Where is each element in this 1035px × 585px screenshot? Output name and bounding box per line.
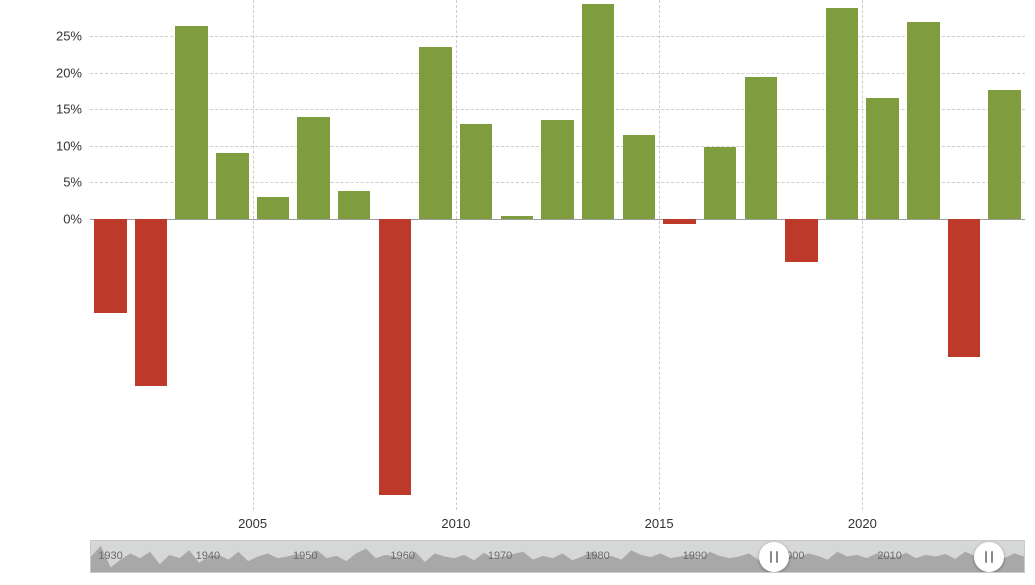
bar[interactable] — [541, 120, 574, 218]
x-tick-label: 2020 — [848, 516, 877, 531]
bar[interactable] — [379, 219, 412, 496]
range-selector[interactable]: 1930194019501960197019801990200020102020 — [90, 540, 1025, 573]
x-tick-label: 2005 — [238, 516, 267, 531]
bar[interactable] — [907, 22, 940, 219]
gridline-v — [253, 0, 254, 510]
bar[interactable] — [501, 216, 534, 218]
gridline-v — [659, 0, 660, 510]
bar[interactable] — [623, 135, 656, 219]
bar[interactable] — [94, 219, 127, 314]
x-tick-label: 2015 — [645, 516, 674, 531]
range-year-label: 2010 — [877, 550, 901, 562]
range-year-label: 1930 — [98, 550, 122, 562]
chart-area — [90, 0, 1025, 510]
handle-grip-icon — [770, 551, 778, 563]
chart-plot — [90, 0, 1025, 510]
bar[interactable] — [948, 219, 981, 357]
bar[interactable] — [745, 77, 778, 219]
gridline-v — [862, 0, 863, 510]
bar[interactable] — [419, 47, 452, 218]
y-tick-label: 0% — [0, 211, 82, 226]
bar[interactable] — [704, 147, 737, 218]
bar[interactable] — [663, 219, 696, 225]
y-tick-label: 15% — [0, 102, 82, 117]
range-year-label: 1990 — [683, 550, 707, 562]
y-tick-label: 25% — [0, 29, 82, 44]
bar[interactable] — [582, 4, 615, 219]
bar[interactable] — [988, 90, 1021, 219]
handle-grip-icon — [985, 551, 993, 563]
bar[interactable] — [785, 219, 818, 263]
zero-line — [90, 219, 1025, 220]
x-tick-label: 2010 — [441, 516, 470, 531]
bar[interactable] — [460, 124, 493, 219]
gridline-h — [90, 36, 1025, 37]
bar[interactable] — [297, 117, 330, 219]
range-year-label: 1940 — [196, 550, 220, 562]
range-handle-right[interactable] — [974, 542, 1004, 572]
y-tick-label: 20% — [0, 65, 82, 80]
range-year-label: 1970 — [488, 550, 512, 562]
bar[interactable] — [175, 26, 208, 219]
bar[interactable] — [216, 153, 249, 219]
range-handle-left[interactable] — [759, 542, 789, 572]
gridline-v — [456, 0, 457, 510]
bar[interactable] — [866, 98, 899, 218]
range-year-label: 1950 — [293, 550, 317, 562]
range-year-label: 1960 — [390, 550, 414, 562]
bar[interactable] — [338, 191, 371, 219]
range-year-label: 1980 — [585, 550, 609, 562]
y-tick-label: 5% — [0, 175, 82, 190]
bar[interactable] — [826, 8, 859, 219]
bar[interactable] — [135, 219, 168, 387]
bar[interactable] — [257, 197, 290, 219]
y-tick-label: 10% — [0, 138, 82, 153]
gridline-h — [90, 73, 1025, 74]
